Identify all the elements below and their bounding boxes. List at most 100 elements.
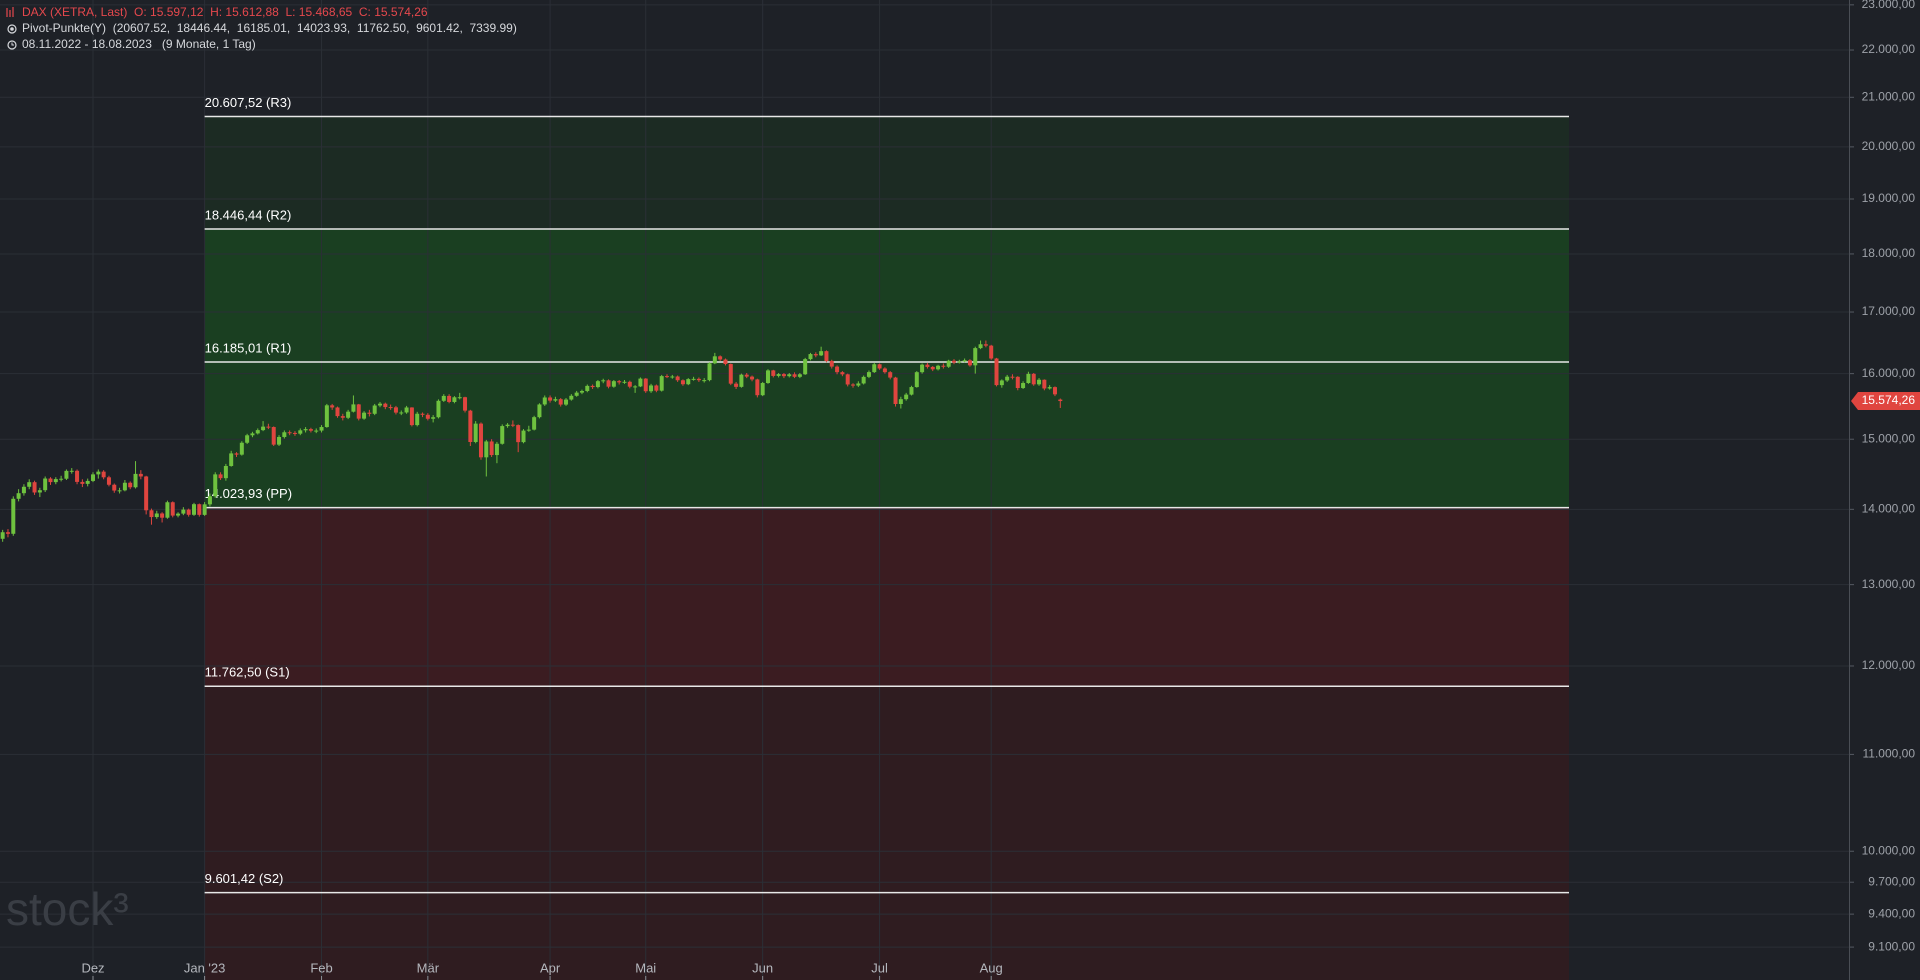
candle-body: [654, 385, 659, 391]
candle-body: [362, 412, 367, 419]
candle-body: [872, 364, 877, 373]
candle-body: [755, 379, 760, 396]
candle-body: [744, 374, 749, 377]
candle-body: [595, 381, 600, 388]
candle-body: [633, 386, 638, 388]
candle-body: [558, 399, 563, 405]
candle-body: [611, 381, 616, 387]
candle-body: [765, 370, 770, 384]
candle-body: [330, 405, 335, 408]
candle-body: [893, 377, 898, 404]
candle-body: [96, 471, 101, 475]
indicator-icon-dot: [10, 27, 14, 31]
candle-body: [877, 364, 882, 369]
candle-body: [1026, 373, 1031, 384]
candle-body: [532, 417, 537, 430]
y-tick-label: 9.700,00: [1868, 874, 1915, 888]
y-tick-label: 21.000,00: [1862, 89, 1916, 103]
candle-body: [829, 360, 834, 367]
y-tick-label: 20.000,00: [1862, 139, 1916, 153]
indicator-text: Pivot-Punkte(Y) (20607.52, 18446.44, 161…: [22, 21, 517, 35]
candle-body: [1037, 379, 1042, 385]
candle-body: [696, 378, 701, 381]
candle-body: [973, 348, 978, 366]
candle-body: [585, 385, 590, 391]
candle-body: [494, 443, 499, 456]
candle-body: [941, 365, 946, 367]
pivot-label: 20.607,52 (R3): [205, 95, 292, 110]
candle-body: [649, 385, 654, 392]
candle-body: [101, 471, 106, 478]
pivot-zone: [204, 361, 1570, 508]
y-tick-label: 16.000,00: [1862, 366, 1916, 380]
candle-body: [909, 387, 914, 395]
last-price-tag: [1851, 392, 1920, 411]
candle-body: [936, 365, 941, 370]
candle-body: [91, 474, 96, 481]
candle-body: [1005, 376, 1010, 381]
candle-body: [1031, 373, 1036, 385]
candle-body: [510, 424, 515, 426]
candle-body: [1058, 399, 1063, 402]
candle-body: [409, 407, 414, 426]
pivot-zones: [204, 116, 1570, 980]
candle-body: [638, 378, 643, 387]
candle-body: [845, 374, 850, 385]
candle-body: [292, 432, 297, 434]
candle-body: [978, 344, 983, 349]
candle-body: [665, 376, 670, 378]
candle-body: [457, 397, 462, 399]
candle-body: [1047, 387, 1052, 389]
candle-body: [319, 427, 324, 431]
candle-body: [186, 509, 191, 515]
candle-body: [197, 504, 202, 515]
candle-body: [516, 425, 521, 443]
candle-body: [824, 351, 829, 361]
x-tick-label: Apr: [540, 960, 561, 975]
candle-body: [128, 482, 133, 488]
candle-body: [521, 430, 526, 443]
candle-body: [420, 413, 425, 415]
clock-icon: [7, 40, 17, 50]
candle-body: [213, 474, 218, 497]
candles: [0, 340, 1063, 542]
candle-body: [590, 385, 595, 388]
grid: [0, 0, 1849, 980]
indicator-icon: [7, 24, 17, 34]
candle-body: [771, 370, 776, 376]
candle-body: [378, 403, 383, 406]
candle-body: [617, 381, 622, 383]
candle-body: [967, 360, 972, 366]
candle-body: [989, 345, 994, 359]
candle-body: [601, 380, 606, 382]
candle-body: [351, 404, 356, 412]
x-tick-label: Feb: [310, 960, 332, 975]
candle-body: [277, 436, 282, 445]
candle-body: [356, 404, 361, 419]
candle-body: [218, 474, 223, 479]
candle-body: [48, 478, 53, 483]
candle-body: [27, 482, 32, 487]
candle-body: [176, 513, 181, 516]
y-tick-label: 12.000,00: [1862, 658, 1916, 672]
candle-body: [718, 356, 723, 360]
candle-body: [707, 363, 712, 381]
candle-body: [882, 368, 887, 373]
x-tick-label: Mai: [635, 960, 656, 975]
candle-body: [712, 356, 717, 364]
candle-body: [255, 430, 260, 434]
candle-body: [728, 364, 733, 384]
candle-body: [122, 482, 127, 491]
clock-hands: [11, 42, 14, 46]
candle-body: [393, 407, 398, 413]
candle-body: [643, 378, 648, 392]
candle-body: [425, 414, 430, 419]
candle-body: [69, 470, 74, 472]
pivot-label: 11.762,50 (S1): [205, 665, 290, 680]
candle-body: [702, 380, 707, 382]
candle-body: [372, 405, 377, 414]
candle-body: [819, 351, 824, 356]
candle-body: [43, 478, 48, 491]
candle-body: [1021, 383, 1026, 389]
candle-body: [537, 404, 542, 418]
